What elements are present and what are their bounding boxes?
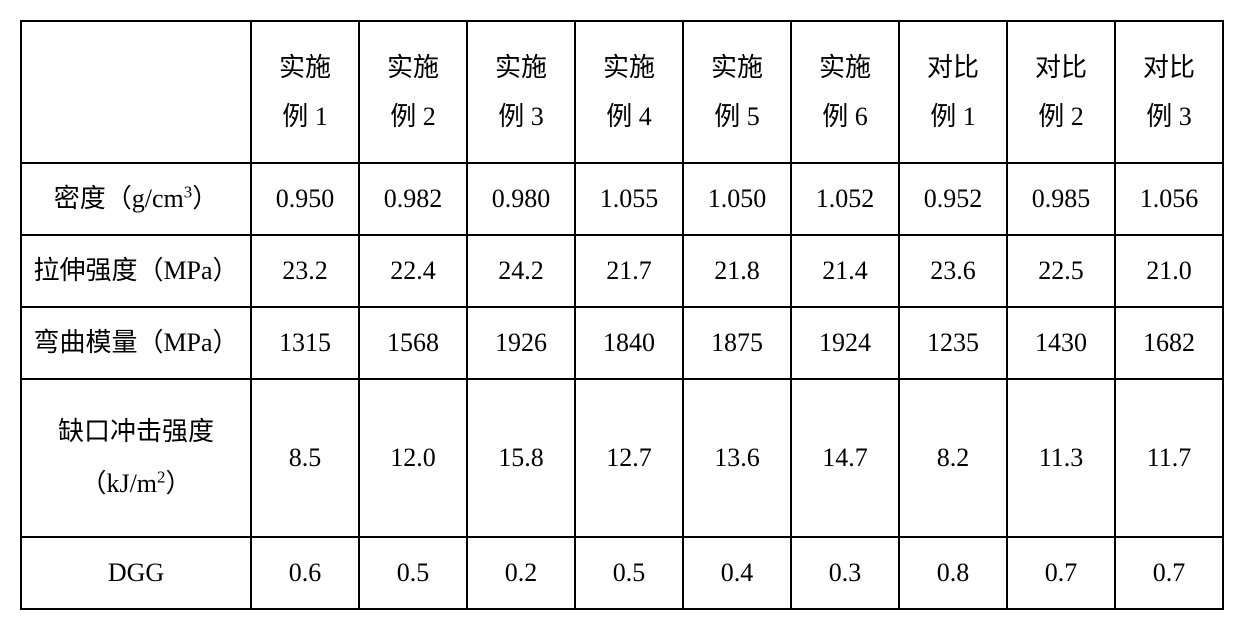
header-col-4-line2: 例 4 xyxy=(606,102,652,131)
cell-tensile-2: 22.4 xyxy=(359,235,467,307)
header-col-2-line2: 例 2 xyxy=(390,102,436,131)
cell-density-6: 1.052 xyxy=(791,163,899,235)
cell-density-9: 1.056 xyxy=(1115,163,1223,235)
cell-dgg-2: 0.5 xyxy=(359,537,467,609)
table-body: 密度（g/cm3） 0.950 0.982 0.980 1.055 1.050 … xyxy=(21,163,1223,609)
cell-density-8: 0.985 xyxy=(1007,163,1115,235)
row-density-label: 密度（g/cm3） xyxy=(21,163,251,235)
header-col-3: 实施 例 3 xyxy=(467,21,575,163)
cell-impact-1: 8.5 xyxy=(251,379,359,537)
header-col-8-line2: 例 2 xyxy=(1038,102,1084,131)
cell-tensile-8: 22.5 xyxy=(1007,235,1115,307)
header-col-7: 对比 例 1 xyxy=(899,21,1007,163)
row-flexural: 弯曲模量（MPa） 1315 1568 1926 1840 1875 1924 … xyxy=(21,307,1223,379)
cell-tensile-6: 21.4 xyxy=(791,235,899,307)
cell-flexural-7: 1235 xyxy=(899,307,1007,379)
row-dgg-label: DGG xyxy=(21,537,251,609)
header-col-1: 实施 例 1 xyxy=(251,21,359,163)
header-col-3-line1: 实施 xyxy=(495,53,547,82)
cell-impact-3: 15.8 xyxy=(467,379,575,537)
cell-dgg-1: 0.6 xyxy=(251,537,359,609)
table-head: 实施 例 1 实施 例 2 实施 例 3 实施 例 4 实施 例 5 xyxy=(21,21,1223,163)
header-col-5: 实施 例 5 xyxy=(683,21,791,163)
header-col-7-line1: 对比 xyxy=(927,53,979,82)
cell-impact-9: 11.7 xyxy=(1115,379,1223,537)
header-col-2-line1: 实施 xyxy=(387,53,439,82)
cell-flexural-4: 1840 xyxy=(575,307,683,379)
row-impact-label-line2-post: ） xyxy=(166,469,192,498)
cell-flexural-1: 1315 xyxy=(251,307,359,379)
header-col-6-line1: 实施 xyxy=(819,53,871,82)
header-col-5-line1: 实施 xyxy=(711,53,763,82)
cell-density-7: 0.952 xyxy=(899,163,1007,235)
data-table: 实施 例 1 实施 例 2 实施 例 3 实施 例 4 实施 例 5 xyxy=(20,20,1224,610)
cell-density-4: 1.055 xyxy=(575,163,683,235)
header-blank xyxy=(21,21,251,163)
row-dgg-label-text: DGG xyxy=(108,558,164,587)
header-col-8-line1: 对比 xyxy=(1035,53,1087,82)
cell-impact-2: 12.0 xyxy=(359,379,467,537)
cell-flexural-8: 1430 xyxy=(1007,307,1115,379)
row-tensile-label-text: 拉伸强度（MPa） xyxy=(33,256,238,285)
cell-tensile-5: 21.8 xyxy=(683,235,791,307)
cell-impact-7: 8.2 xyxy=(899,379,1007,537)
header-col-5-line2: 例 5 xyxy=(714,102,760,131)
cell-impact-6: 14.7 xyxy=(791,379,899,537)
header-col-3-line2: 例 3 xyxy=(498,102,544,131)
row-density-label-post: ） xyxy=(192,184,218,213)
row-flexural-label-text: 弯曲模量（MPa） xyxy=(33,328,238,357)
header-col-7-line2: 例 1 xyxy=(930,102,976,131)
cell-dgg-4: 0.5 xyxy=(575,537,683,609)
cell-density-3: 0.980 xyxy=(467,163,575,235)
cell-dgg-6: 0.3 xyxy=(791,537,899,609)
row-flexural-label: 弯曲模量（MPa） xyxy=(21,307,251,379)
row-impact-label-line1: 缺口冲击强度 xyxy=(58,417,214,446)
cell-dgg-5: 0.4 xyxy=(683,537,791,609)
header-col-6-line2: 例 6 xyxy=(822,102,868,131)
header-col-4: 实施 例 4 xyxy=(575,21,683,163)
header-col-1-line2: 例 1 xyxy=(282,102,328,131)
cell-flexural-9: 1682 xyxy=(1115,307,1223,379)
row-tensile-label: 拉伸强度（MPa） xyxy=(21,235,251,307)
row-density: 密度（g/cm3） 0.950 0.982 0.980 1.055 1.050 … xyxy=(21,163,1223,235)
row-dgg: DGG 0.6 0.5 0.2 0.5 0.4 0.3 0.8 0.7 0.7 xyxy=(21,537,1223,609)
cell-flexural-6: 1924 xyxy=(791,307,899,379)
header-col-1-line1: 实施 xyxy=(279,53,331,82)
header-col-6: 实施 例 6 xyxy=(791,21,899,163)
row-impact: 缺口冲击强度 （kJ/m2） 8.5 12.0 15.8 12.7 13.6 1… xyxy=(21,379,1223,537)
header-col-4-line1: 实施 xyxy=(603,53,655,82)
cell-flexural-5: 1875 xyxy=(683,307,791,379)
header-col-9-line2: 例 3 xyxy=(1146,102,1192,131)
cell-dgg-8: 0.7 xyxy=(1007,537,1115,609)
cell-impact-5: 13.6 xyxy=(683,379,791,537)
cell-tensile-3: 24.2 xyxy=(467,235,575,307)
header-col-8: 对比 例 2 xyxy=(1007,21,1115,163)
data-table-container: 实施 例 1 实施 例 2 实施 例 3 实施 例 4 实施 例 5 xyxy=(20,20,1220,610)
header-col-2: 实施 例 2 xyxy=(359,21,467,163)
cell-tensile-1: 23.2 xyxy=(251,235,359,307)
cell-dgg-7: 0.8 xyxy=(899,537,1007,609)
row-impact-label: 缺口冲击强度 （kJ/m2） xyxy=(21,379,251,537)
cell-flexural-3: 1926 xyxy=(467,307,575,379)
cell-flexural-2: 1568 xyxy=(359,307,467,379)
cell-dgg-9: 0.7 xyxy=(1115,537,1223,609)
cell-dgg-3: 0.2 xyxy=(467,537,575,609)
row-impact-label-line2-sup: 2 xyxy=(157,467,165,486)
cell-density-2: 0.982 xyxy=(359,163,467,235)
row-tensile: 拉伸强度（MPa） 23.2 22.4 24.2 21.7 21.8 21.4 … xyxy=(21,235,1223,307)
cell-tensile-4: 21.7 xyxy=(575,235,683,307)
row-impact-label-line2-pre: （kJ/m xyxy=(80,469,157,498)
cell-tensile-7: 23.6 xyxy=(899,235,1007,307)
header-col-9: 对比 例 3 xyxy=(1115,21,1223,163)
cell-density-1: 0.950 xyxy=(251,163,359,235)
cell-density-5: 1.050 xyxy=(683,163,791,235)
row-density-label-pre: 密度（g/cm xyxy=(54,184,184,213)
header-col-9-line1: 对比 xyxy=(1143,53,1195,82)
cell-impact-8: 11.3 xyxy=(1007,379,1115,537)
header-row: 实施 例 1 实施 例 2 实施 例 3 实施 例 4 实施 例 5 xyxy=(21,21,1223,163)
row-density-label-sup: 3 xyxy=(184,182,192,201)
cell-tensile-9: 21.0 xyxy=(1115,235,1223,307)
cell-impact-4: 12.7 xyxy=(575,379,683,537)
